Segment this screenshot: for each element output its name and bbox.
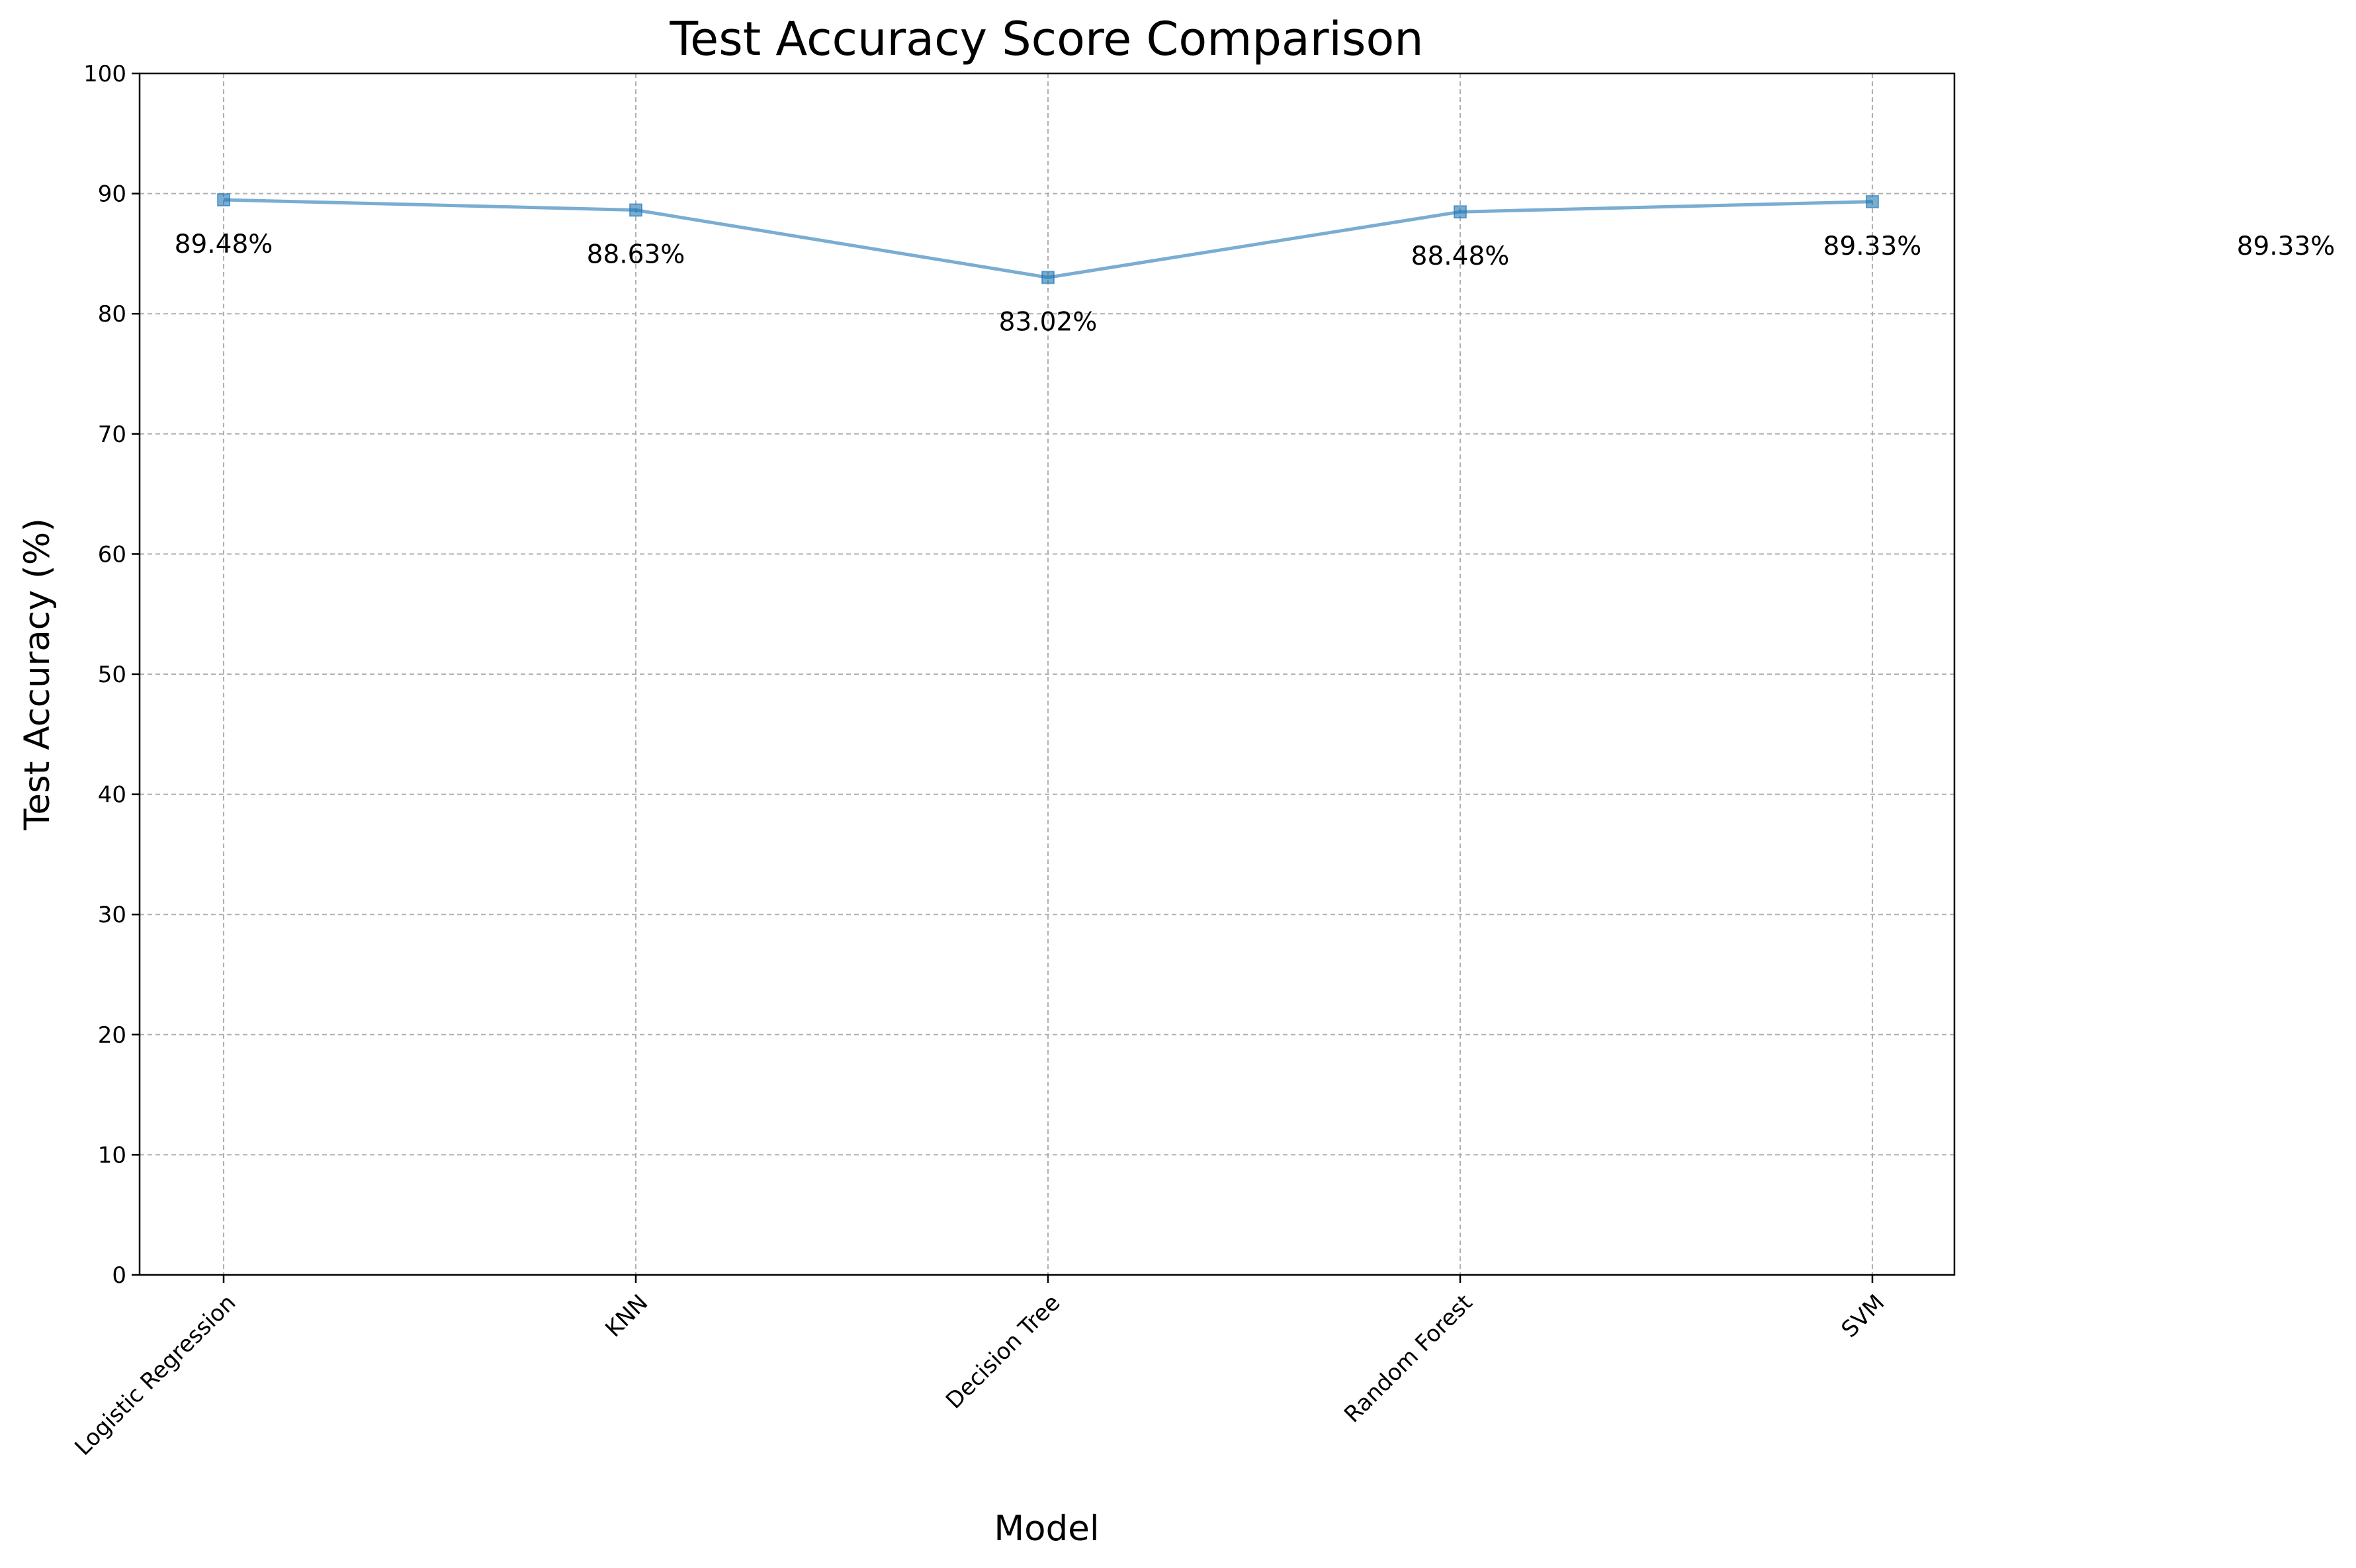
chart-title: Test Accuracy Score Comparison [669, 12, 1423, 66]
y-tick-label: 60 [98, 541, 126, 568]
y-tick-label: 0 [112, 1262, 126, 1289]
data-label: 83.02% [999, 307, 1098, 337]
y-axis-ticks: 0 10 20 30 40 50 60 70 80 90 100 [83, 61, 140, 1289]
data-point-marker [1866, 195, 1879, 208]
y-tick-label: 70 [98, 421, 126, 448]
data-label: 89.33% [1823, 232, 1922, 261]
data-point-marker [217, 193, 230, 207]
y-tick-label: 40 [98, 782, 126, 808]
y-tick-label: 10 [98, 1142, 126, 1168]
data-point-marker [1454, 205, 1467, 219]
data-point-marker [1041, 271, 1055, 284]
y-tick-label: 100 [83, 61, 126, 87]
accuracy-series [217, 193, 1879, 284]
data-label: 89.48% [175, 230, 273, 259]
y-tick-label: 50 [98, 662, 126, 688]
data-label: 88.48% [1411, 241, 1510, 271]
y-axis-label: Test Accuracy (%) [17, 518, 58, 831]
y-tick-label: 80 [98, 301, 126, 327]
y-tick-label: 20 [98, 1022, 126, 1049]
extra-data-label: 89.33% [2237, 232, 2335, 261]
data-point-marker [629, 203, 642, 217]
x-axis-label: Model [994, 1508, 1099, 1549]
data-label: 88.63% [587, 240, 685, 269]
data-labels: 89.48% 88.63% 83.02% 88.48% 89.33% 89.33% [175, 230, 2335, 337]
y-tick-label: 30 [98, 902, 126, 928]
y-tick-label: 90 [98, 181, 126, 208]
